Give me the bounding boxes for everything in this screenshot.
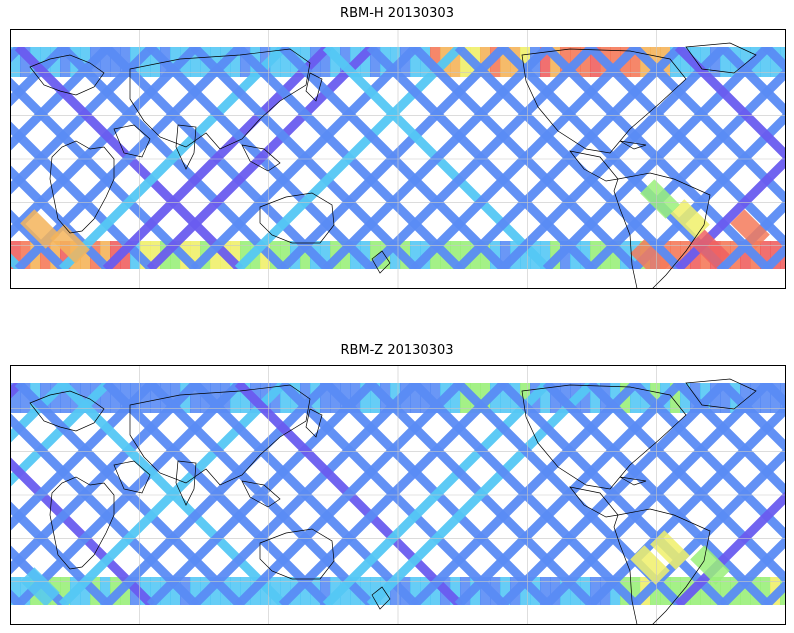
map-frame (10, 29, 786, 289)
coastline-samerica (613, 508, 711, 625)
coastline-nz (371, 250, 391, 274)
coastline-namerica (521, 48, 687, 154)
coastline-asia (129, 48, 311, 150)
swath-layer (10, 383, 786, 605)
map-frame (10, 365, 786, 625)
coastline-india (175, 124, 197, 170)
coastline-africa (49, 140, 115, 234)
coastline-samerica (613, 172, 711, 289)
coastline-europe (29, 54, 105, 96)
swath-layer (10, 47, 786, 269)
coastline-asia (129, 384, 311, 486)
coastline-nz (371, 586, 391, 610)
coastline-australia (259, 528, 335, 580)
coastline-camerica (569, 150, 619, 182)
coastline-africa (49, 476, 115, 570)
graticule (10, 29, 786, 289)
coastline-arabia (113, 124, 151, 158)
coastline-namerica (521, 384, 687, 490)
panel-title-rbm-h: RBM-H 20130303 (340, 6, 454, 21)
coastline-camerica (569, 486, 619, 518)
coastline-arabia (113, 460, 151, 494)
coastline-japan (305, 72, 323, 102)
graticule (10, 365, 786, 625)
coastline-caribbean (619, 140, 647, 150)
map-panel-rbm-h (10, 29, 786, 289)
coastline-seasia (241, 144, 281, 172)
coastline-greenland (685, 42, 757, 74)
coastline-caribbean (619, 476, 647, 486)
coastlines (29, 42, 757, 289)
coastline-australia (259, 192, 335, 244)
coastline-japan (305, 408, 323, 438)
coastlines (29, 378, 757, 625)
map-panel-rbm-z (10, 365, 786, 625)
coastline-seasia (241, 480, 281, 508)
coastline-greenland (685, 378, 757, 410)
panel-title-rbm-z: RBM-Z 20130303 (340, 343, 454, 358)
coastline-europe (29, 390, 105, 432)
coastline-india (175, 460, 197, 506)
